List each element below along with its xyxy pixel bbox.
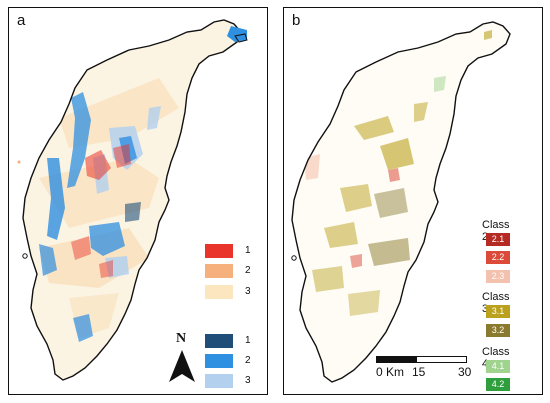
legend-class-title: Class 4 (482, 346, 510, 370)
map-panel-a: a 1 2 3 1 2 3 N (8, 7, 268, 395)
map-panel-b: b Class 2 2.1 2.2 2.3 Class 3 3.1 3.2 Cl… (283, 7, 543, 395)
legend-class-title: Class 2 (482, 219, 510, 243)
panel-label-a: a (17, 12, 26, 29)
legend-number: 2 (245, 265, 251, 276)
legend-swatch: 4.2 (486, 378, 510, 391)
scale-mid-label: 15 (412, 365, 426, 379)
north-label: N (176, 331, 187, 346)
legend-swatch (205, 264, 233, 278)
legend-swatch: 3.1 (486, 305, 510, 318)
scale-unit-label: Km (386, 365, 404, 379)
legend-swatch (205, 374, 233, 388)
island-map-a (17, 19, 248, 381)
legend-swatch (205, 334, 233, 348)
legend-swatch: 4.1 (486, 360, 510, 373)
north-arrow-icon (169, 350, 195, 382)
legend-number: 1 (245, 335, 251, 346)
legend-swatch (205, 354, 233, 368)
panel-label-b: b (292, 12, 301, 29)
scale-bar (376, 356, 467, 363)
legend-number: 3 (245, 375, 251, 386)
scale-end-label: 30 (458, 365, 472, 379)
scale-start-label: 0 (376, 365, 383, 379)
legend-number: 1 (245, 245, 251, 256)
legend-swatch (205, 244, 233, 258)
legend-class-title: Class 3 (482, 291, 510, 315)
legend-swatch: 2.2 (486, 251, 510, 264)
legend-swatch: 2.1 (486, 233, 510, 246)
legend-swatch: 2.3 (486, 270, 510, 283)
legend-number: 3 (245, 286, 251, 297)
legend-swatch: 3.2 (486, 324, 510, 337)
legend-swatch (205, 285, 233, 299)
island-map-b (291, 21, 511, 383)
legend-number: 2 (245, 355, 251, 366)
